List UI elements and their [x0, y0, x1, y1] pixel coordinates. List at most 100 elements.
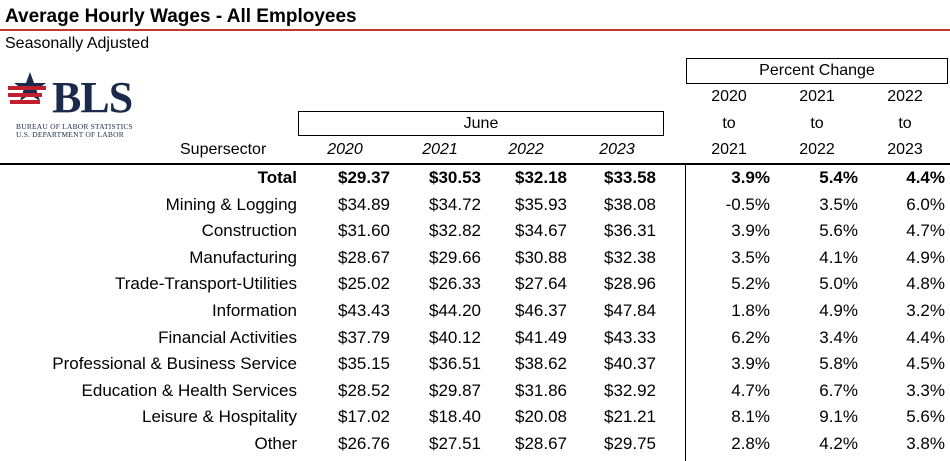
percent-change-cell: 4.7%	[731, 380, 770, 400]
percent-change-header: Percent Change	[686, 58, 948, 84]
change-to-word: to	[722, 115, 736, 132]
bls-logo-text: BLS	[52, 73, 133, 122]
year-header: 2022	[508, 141, 544, 158]
wage-cell: $26.33	[429, 274, 481, 294]
wage-cell: $35.15	[338, 354, 390, 374]
wage-cell: $38.08	[604, 194, 656, 214]
table-row: Professional & Business Service $35.15 $36…	[0, 350, 950, 377]
table-row: Information $43.43 $44.20 $46.37 $47.84 1.8% 4…	[0, 297, 950, 324]
year-header: 2023	[599, 141, 635, 158]
wage-cell: $28.67	[338, 247, 390, 267]
change-to-year: 2022	[799, 141, 835, 158]
table-row: Manufacturing $28.67 $29.66 $30.88 $32.38 3.5…	[0, 244, 950, 271]
percent-change-cell: 3.2%	[906, 301, 945, 320]
title-divider	[0, 29, 950, 31]
wage-cell: $30.88	[515, 247, 567, 267]
supersector-header: Supersector	[180, 141, 267, 158]
change-from-year: 2021	[799, 88, 835, 105]
percent-change-cell: 5.6%	[906, 407, 945, 427]
percent-change-cell: 5.0%	[819, 274, 858, 294]
percent-change-cell: 8.1%	[731, 407, 770, 427]
wage-cell: $40.37	[604, 354, 656, 374]
percent-change-cell: 4.7%	[906, 221, 945, 241]
sector-name: Leisure & Hospitality	[142, 407, 297, 427]
change-from-year: 2022	[887, 88, 923, 105]
wage-cell: $26.76	[338, 434, 390, 453]
percent-change-cell: 4.9%	[906, 247, 945, 267]
percent-change-cell: 4.5%	[906, 354, 945, 374]
percent-change-cell: 6.7%	[819, 380, 858, 400]
percent-change-cell: 4.2%	[819, 434, 858, 453]
table-row: Construction $31.60 $32.82 $34.67 $36.31 3.9%…	[0, 217, 950, 244]
percent-change-cell: 3.3%	[906, 380, 945, 400]
wage-cell: $29.37	[338, 168, 390, 187]
wage-cell: $31.86	[515, 380, 567, 400]
wage-cell: $25.02	[338, 274, 390, 294]
percent-change-cell: 6.0%	[906, 194, 945, 214]
sector-name: Other	[254, 434, 297, 453]
sector-name: Total	[257, 168, 297, 187]
wage-cell: $34.67	[515, 221, 567, 241]
logo-subtext-bureau: BUREAU OF LABOR STATISTICS	[16, 122, 133, 131]
wage-cell: $30.53	[429, 168, 481, 187]
sector-name: Construction	[201, 221, 297, 241]
percent-change-cell: 5.4%	[819, 168, 858, 187]
sector-name: Mining & Logging	[165, 194, 297, 214]
percent-change-cell: -0.5%	[725, 194, 770, 214]
percent-change-cell: 3.4%	[819, 327, 858, 347]
wage-cell: $27.51	[429, 434, 481, 453]
wage-cell: $47.84	[604, 301, 656, 320]
sector-name: Trade-Transport-Utilities	[114, 274, 297, 294]
wage-cell: $29.87	[429, 380, 481, 400]
page-title: Average Hourly Wages - All Employees	[5, 6, 357, 27]
wage-cell: $28.96	[604, 274, 656, 294]
table-row: Other $26.76 $27.51 $28.67 $29.75 2.8% 4.2% 3.8…	[0, 430, 950, 457]
percent-change-cell: 4.4%	[906, 327, 945, 347]
change-to-word: to	[810, 115, 824, 132]
year-header: 2020	[327, 141, 363, 158]
wage-cell: $20.08	[515, 407, 567, 427]
percent-change-cell: 4.9%	[819, 301, 858, 320]
percent-change-cell: 4.1%	[819, 247, 858, 267]
year-header: 2021	[422, 141, 458, 158]
table-row: Total $29.37 $30.53 $32.18 $33.58 3.9% 5.4% 4.4…	[0, 164, 950, 191]
wage-cell: $17.02	[338, 407, 390, 427]
wage-cell: $36.51	[429, 354, 481, 374]
change-from-year: 2020	[711, 88, 747, 105]
logo-subtext-department: U.S. DEPARTMENT OF LABOR	[16, 130, 124, 139]
wage-cell: $38.62	[515, 354, 567, 374]
wage-cell: $35.93	[515, 194, 567, 214]
wage-cell: $37.79	[338, 327, 390, 347]
wage-cell: $41.49	[515, 327, 567, 347]
sector-name: Education & Health Services	[81, 380, 297, 400]
wage-cell: $18.40	[429, 407, 481, 427]
percent-change-cell: 6.2%	[731, 327, 770, 347]
wage-cell: $32.92	[604, 380, 656, 400]
bls-logo-star-icon	[8, 72, 46, 104]
column-divider	[685, 165, 686, 461]
percent-change-cell: 9.1%	[819, 407, 858, 427]
wage-cell: $21.21	[604, 407, 656, 427]
wage-cell: $28.52	[338, 380, 390, 400]
wage-cell: $44.20	[429, 301, 481, 320]
wage-cell: $32.82	[429, 221, 481, 241]
sector-name: Professional & Business Service	[52, 354, 297, 374]
wage-cell: $34.89	[338, 194, 390, 214]
wage-cell: $29.66	[429, 247, 481, 267]
wage-cell: $29.75	[604, 434, 656, 453]
wage-cell: $28.67	[515, 434, 567, 453]
sector-name: Information	[211, 301, 297, 320]
percent-change-cell: 3.5%	[731, 247, 770, 267]
wage-cell: $31.60	[338, 221, 390, 241]
percent-change-cell: 5.8%	[819, 354, 858, 374]
table-row: Mining & Logging $34.89 $34.72 $35.93 $38.08…	[0, 191, 950, 218]
percent-change-cell: 1.8%	[731, 301, 770, 320]
percent-change-cell: 3.8%	[906, 434, 945, 453]
percent-change-cell: 3.9%	[731, 354, 770, 374]
percent-change-cell: 2.8%	[731, 434, 770, 453]
wage-cell: $43.33	[604, 327, 656, 347]
june-header: June	[298, 111, 664, 136]
percent-change-cell: 3.9%	[731, 221, 770, 241]
change-to-year: 2023	[887, 141, 923, 158]
wage-cell: $33.58	[604, 168, 656, 187]
